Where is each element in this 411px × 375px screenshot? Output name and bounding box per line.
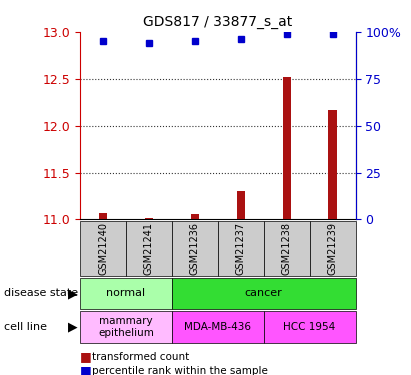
FancyBboxPatch shape [172, 221, 218, 276]
Text: transformed count: transformed count [92, 352, 190, 362]
Text: disease state: disease state [4, 288, 78, 298]
Bar [328, 110, 337, 219]
Text: ■: ■ [80, 351, 92, 363]
FancyBboxPatch shape [218, 221, 264, 276]
FancyBboxPatch shape [80, 221, 126, 276]
Bar [237, 191, 245, 219]
Bar [99, 213, 107, 219]
FancyBboxPatch shape [172, 278, 356, 309]
Text: ▶: ▶ [68, 321, 78, 334]
FancyBboxPatch shape [80, 311, 172, 343]
Text: cell line: cell line [4, 322, 47, 332]
FancyBboxPatch shape [264, 221, 309, 276]
Text: GSM21237: GSM21237 [236, 222, 246, 275]
Text: HCC 1954: HCC 1954 [284, 322, 336, 332]
FancyBboxPatch shape [126, 221, 172, 276]
Text: percentile rank within the sample: percentile rank within the sample [92, 366, 268, 375]
Title: GDS817 / 33877_s_at: GDS817 / 33877_s_at [143, 15, 293, 30]
FancyBboxPatch shape [309, 221, 356, 276]
Text: GSM21239: GSM21239 [328, 222, 337, 275]
Text: ■: ■ [80, 364, 92, 375]
Text: normal: normal [106, 288, 145, 298]
Text: GSM21240: GSM21240 [98, 222, 108, 275]
Text: GSM21236: GSM21236 [190, 222, 200, 275]
Bar [282, 77, 291, 219]
FancyBboxPatch shape [172, 311, 264, 343]
Text: ▶: ▶ [68, 287, 78, 300]
Bar [145, 217, 153, 219]
Text: mammary
epithelium: mammary epithelium [98, 316, 154, 338]
Text: GSM21241: GSM21241 [144, 222, 154, 275]
FancyBboxPatch shape [80, 278, 172, 309]
Bar [191, 214, 199, 219]
Text: MDA-MB-436: MDA-MB-436 [184, 322, 252, 332]
FancyBboxPatch shape [264, 311, 356, 343]
Text: GSM21238: GSM21238 [282, 222, 292, 275]
Text: cancer: cancer [245, 288, 283, 298]
